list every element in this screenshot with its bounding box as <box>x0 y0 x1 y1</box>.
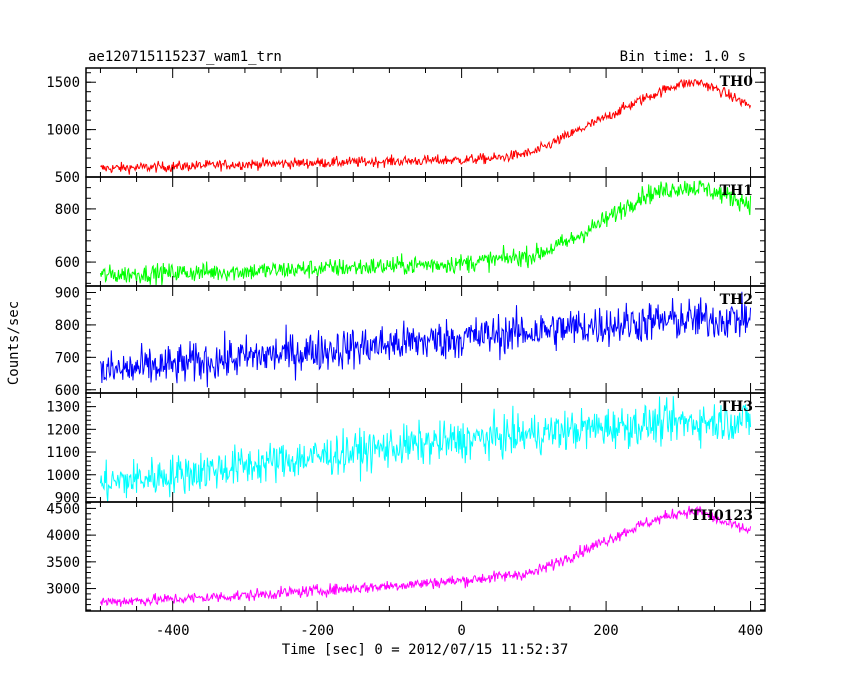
panel-frame <box>85 501 766 612</box>
x-tick-label: -400 <box>156 623 190 639</box>
panels-group: 500 1000 1500 TH0 600 800 TH1 600 700 800 900 TH2 90… <box>46 67 766 612</box>
y-axis-label: Counts/sec <box>6 301 22 385</box>
x-tick-label: 400 <box>738 623 763 639</box>
y-tick-label: 900 <box>55 490 80 506</box>
panel-th2: 600 700 800 900 TH2 <box>55 285 766 399</box>
series-line-th2 <box>99 291 752 388</box>
panel-label-th0123: TH0123 <box>690 508 753 524</box>
panel-label-th3: TH3 <box>720 399 753 415</box>
y-tick-label: 600 <box>55 255 80 271</box>
x-tick-label: 0 <box>457 623 465 639</box>
y-tick-label: 1000 <box>46 468 80 484</box>
panel-th1: 600 800 TH1 <box>55 176 766 287</box>
y-tick-label: 4500 <box>46 501 80 517</box>
panel-th3: 900 1000 1100 1200 1300 TH3 <box>46 392 766 506</box>
panel-th0: 500 1000 1500 TH0 <box>46 67 766 186</box>
bin-time-label: Bin time: 1.0 s <box>620 49 746 65</box>
panel-label-th0: TH0 <box>720 74 754 90</box>
y-tick-label: 900 <box>55 285 80 301</box>
chart-title: ae120715115237_wam1_trn <box>88 49 282 65</box>
y-tick-label: 1200 <box>46 422 80 438</box>
x-axis-label: Time [sec] 0 = 2012/07/15 11:52:37 <box>282 642 569 658</box>
y-tick-label: 700 <box>55 350 80 366</box>
panel-th0123: 3000 3500 4000 4500 TH0123 <box>46 501 766 612</box>
panel-label-th1: TH1 <box>720 183 753 199</box>
series-line-th0123 <box>99 505 752 607</box>
x-tick-label: -200 <box>300 623 334 639</box>
series-line-th3 <box>99 396 752 503</box>
y-tick-label: 600 <box>55 383 80 399</box>
series-line-th1 <box>99 179 752 286</box>
y-tick-label: 1000 <box>46 123 80 139</box>
panel-label-th2: TH2 <box>720 292 753 308</box>
y-tick-label: 1500 <box>46 75 80 91</box>
x-axis: -400 -200 0 200 400 <box>156 623 763 639</box>
y-tick-label: 800 <box>55 318 80 334</box>
y-tick-label: 3500 <box>46 555 80 571</box>
y-tick-label: 1100 <box>46 445 80 461</box>
y-tick-label: 800 <box>55 202 80 218</box>
panel-frame <box>85 392 766 503</box>
series-line-th0 <box>100 78 752 175</box>
x-tick-label: 200 <box>593 623 618 639</box>
y-tick-label: 3000 <box>46 582 80 598</box>
y-tick-label: 500 <box>55 170 80 186</box>
y-tick-label: 4000 <box>46 528 80 544</box>
y-tick-label: 1300 <box>46 400 80 416</box>
